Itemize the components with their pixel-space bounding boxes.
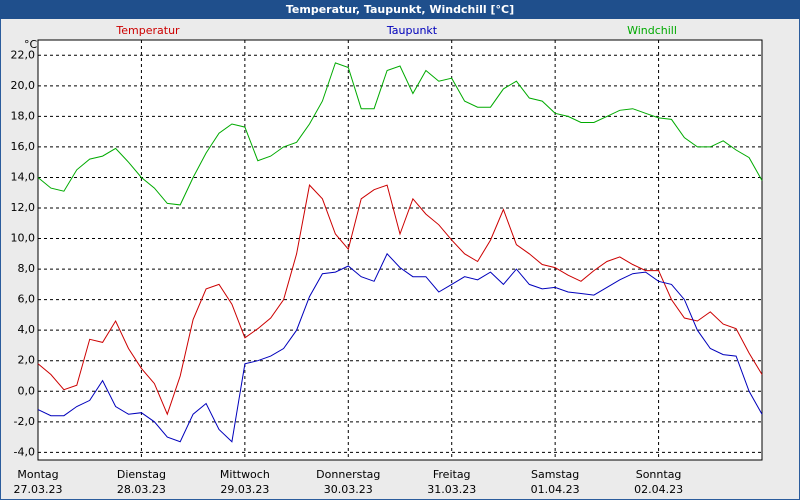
legend-label: Taupunkt: [386, 24, 438, 37]
x-tick-label: Sonntag: [636, 468, 682, 481]
x-tick-label: Donnerstag: [316, 468, 380, 481]
x-tick-label: Samstag: [531, 468, 579, 481]
y-tick-label: 20,0: [11, 79, 36, 92]
x-tick-label: Dienstag: [117, 468, 166, 481]
y-tick-label: 22,0: [11, 48, 36, 61]
y-tick-label: 16,0: [11, 140, 36, 153]
y-unit: °C: [24, 38, 38, 51]
x-tick-label: 01.04.23: [531, 483, 580, 496]
legend-label: Temperatur: [115, 24, 180, 37]
series-line: [37, 62, 763, 206]
y-tick-label: 14,0: [11, 170, 36, 183]
y-tick-label: 0,0: [18, 384, 36, 397]
title-bar: [0, 0, 800, 19]
series-line: [37, 184, 763, 416]
y-tick-label: 4,0: [18, 323, 36, 336]
chart-title: Temperatur, Taupunkt, Windchill [°C]: [286, 3, 514, 16]
y-tick-label: 10,0: [11, 232, 36, 245]
y-tick-label: 12,0: [11, 201, 36, 214]
y-tick-label: 6,0: [18, 293, 36, 306]
plot-area: [37, 39, 763, 461]
x-tick-label: Montag: [17, 468, 58, 481]
y-tick-label: -4,0: [14, 445, 35, 458]
legend-label: Windchill: [627, 24, 677, 37]
series-line: [37, 252, 763, 443]
x-tick-label: 31.03.23: [427, 483, 476, 496]
y-tick-label: -2,0: [14, 415, 35, 428]
x-tick-label: 28.03.23: [117, 483, 166, 496]
x-tick-label: Mittwoch: [220, 468, 270, 481]
x-tick-label: 29.03.23: [220, 483, 269, 496]
x-tick-label: 02.04.23: [634, 483, 683, 496]
y-tick-label: 8,0: [18, 262, 36, 275]
x-tick-label: 27.03.23: [14, 483, 63, 496]
x-tick-label: 30.03.23: [324, 483, 373, 496]
y-tick-label: 18,0: [11, 109, 36, 122]
y-tick-label: 2,0: [18, 354, 36, 367]
x-tick-label: Freitag: [433, 468, 471, 481]
